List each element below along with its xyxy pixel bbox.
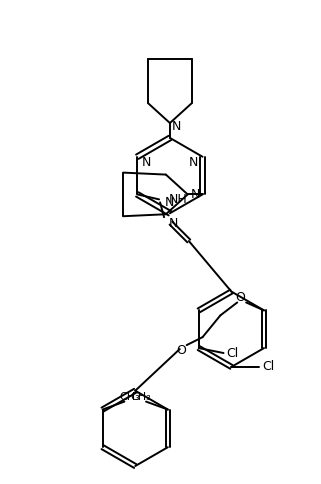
Text: Cl: Cl — [226, 347, 239, 360]
Text: NH: NH — [169, 193, 188, 206]
Text: N: N — [169, 217, 178, 230]
Text: CH₃: CH₃ — [131, 392, 152, 402]
Text: O: O — [235, 291, 245, 304]
Text: N: N — [172, 120, 182, 133]
Text: O: O — [176, 344, 186, 357]
Text: N: N — [142, 155, 151, 168]
Text: N: N — [189, 155, 198, 168]
Text: Cl: Cl — [262, 361, 274, 374]
Text: N: N — [165, 196, 175, 209]
Text: N: N — [191, 188, 200, 201]
Text: CH₃: CH₃ — [119, 392, 140, 402]
